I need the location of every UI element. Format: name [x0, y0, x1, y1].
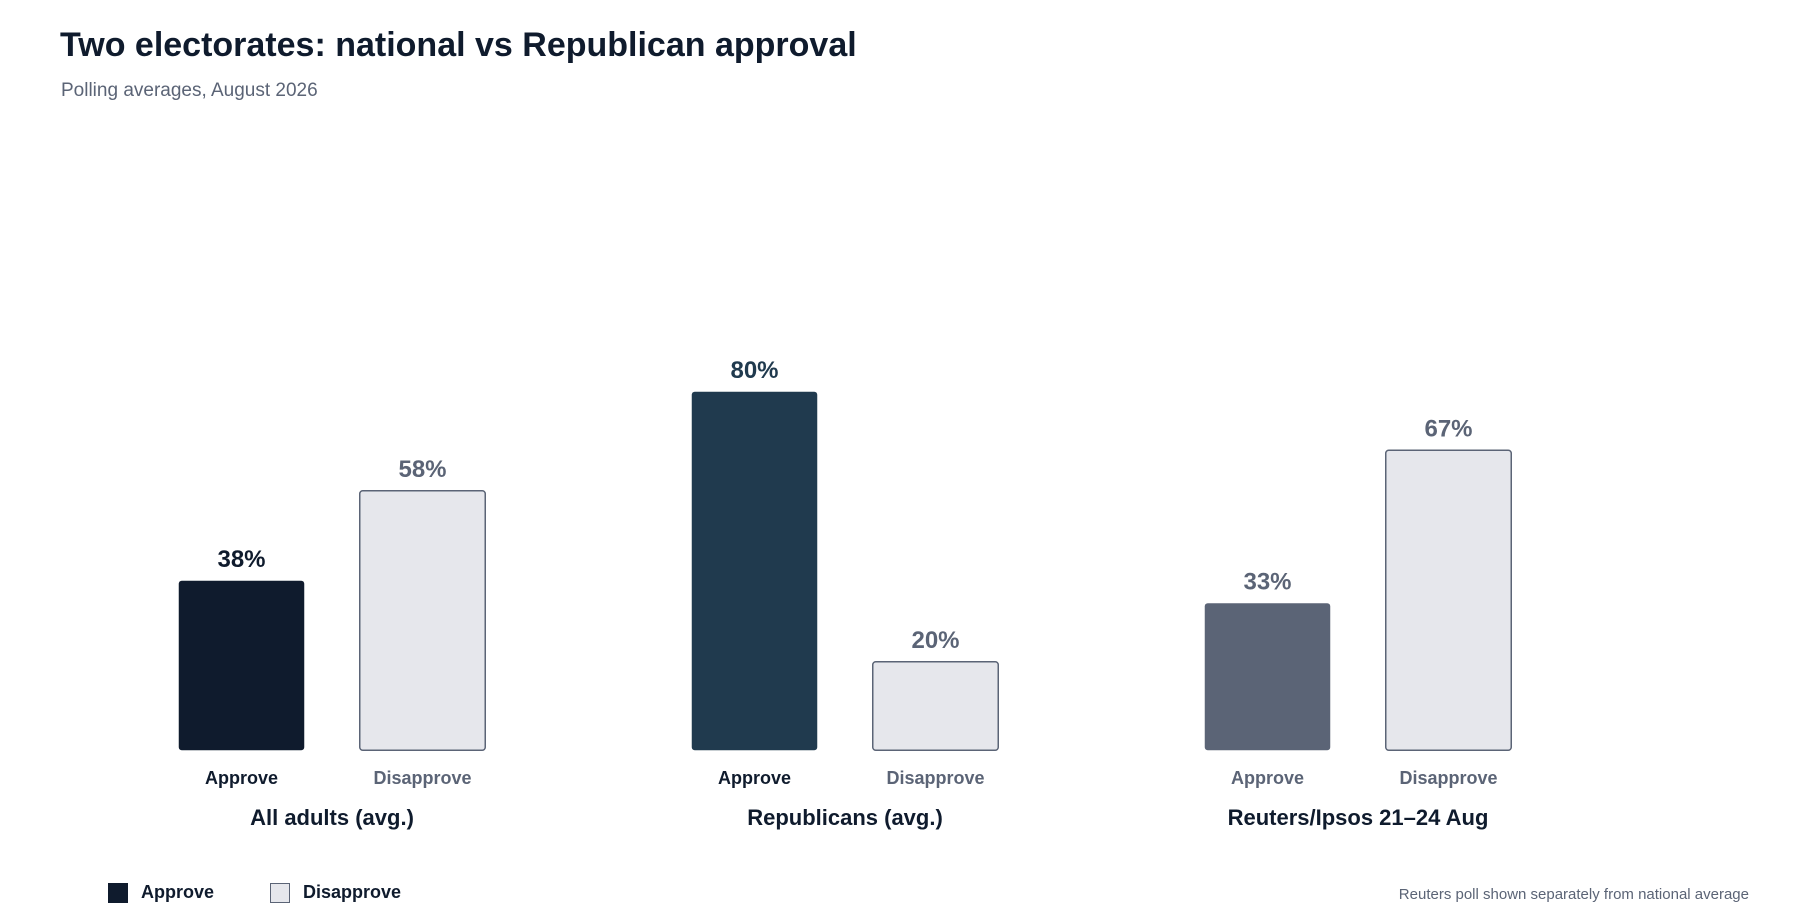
bar-label-disapprove-3: Disapprove: [1399, 768, 1497, 788]
bar-approve-3: [1204, 603, 1331, 751]
legend: Approve Disapprove: [108, 882, 457, 903]
footnote: Reuters poll shown separately from natio…: [1398, 886, 1749, 903]
bar-disapprove-2: [872, 661, 999, 751]
legend-swatch-approve: [108, 882, 128, 903]
value-label-approve-2: 80%: [730, 357, 778, 384]
chart-title: Two electorates: national vs Republican …: [60, 26, 857, 64]
chart-subtitle: Polling averages, August 2026: [61, 80, 318, 101]
legend-swatch-disapprove: [270, 882, 291, 903]
category-label-2: Republicans (avg.): [747, 805, 943, 830]
value-label-disapprove-2: 20%: [911, 627, 959, 654]
legend-item-approve: Approve: [108, 882, 214, 903]
value-label-disapprove-3: 67%: [1424, 416, 1472, 443]
category-label-1: All adults (avg.): [250, 805, 414, 830]
bar-chart: 38% Approve 58% Disapprove All adults (avg.)…: [178, 357, 1512, 830]
value-label-approve-3: 33%: [1243, 569, 1291, 596]
bar-label-approve-3: Approve: [1231, 768, 1304, 788]
legend-label-disapprove: Disapprove: [303, 882, 402, 902]
legend-label-approve: Approve: [141, 882, 215, 902]
value-label-disapprove-1: 58%: [398, 456, 446, 483]
value-label-approve-1: 38%: [217, 546, 265, 573]
bar-label-disapprove-1: Disapprove: [373, 768, 471, 788]
bar-approve-1: [178, 580, 305, 751]
bar-label-disapprove-2: Disapprove: [886, 768, 984, 788]
bar-label-approve-2: Approve: [718, 768, 791, 788]
bar-label-approve-1: Approve: [205, 768, 278, 788]
legend-item-disapprove: Disapprove: [270, 882, 401, 903]
category-label-3: Reuters/Ipsos 21–24 Aug: [1228, 805, 1489, 830]
bar-approve-2: [691, 391, 818, 751]
bar-disapprove-1: [359, 490, 486, 751]
bar-disapprove-3: [1385, 449, 1512, 751]
